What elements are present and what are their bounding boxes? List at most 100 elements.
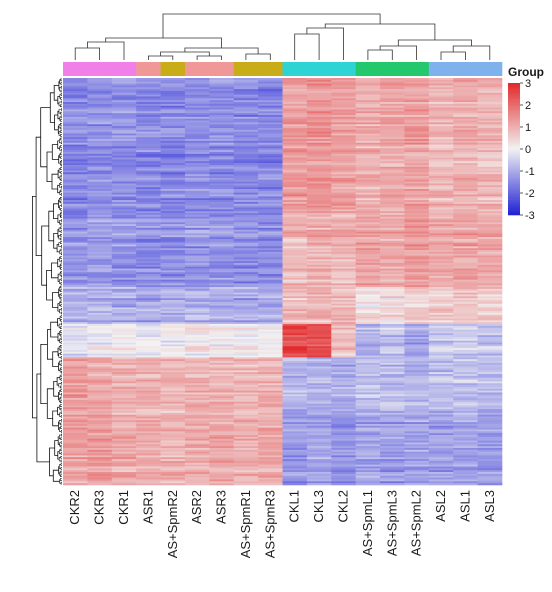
heatmap-cell (136, 337, 161, 340)
heatmap-cell (184, 394, 210, 397)
heatmap-cell (233, 103, 259, 107)
heatmap-cell (184, 431, 210, 434)
heatmap-cell (282, 213, 308, 216)
heatmap-cell (184, 185, 210, 188)
heatmap-cell (258, 122, 283, 125)
heatmap-cell (258, 89, 283, 92)
heatmap-cell (111, 425, 137, 428)
heatmap-cell (136, 133, 161, 136)
heatmap-cell (184, 370, 210, 373)
heatmap-cell (87, 342, 113, 345)
legend-color-step (508, 204, 520, 207)
heatmap-cell (306, 157, 332, 160)
heatmap-cell (111, 290, 137, 293)
heatmap-cell (355, 113, 381, 116)
heatmap-cell (453, 431, 478, 434)
heatmap-cell (233, 242, 259, 245)
heatmap-cell (233, 440, 259, 443)
heatmap-cell (184, 333, 210, 336)
heatmap-cell (477, 403, 503, 406)
heatmap-cell (331, 312, 356, 316)
column-label: ASR2 (189, 490, 204, 524)
heatmap-cell (136, 157, 161, 160)
heatmap-cell (87, 251, 113, 255)
heatmap-cell (209, 287, 235, 290)
heatmap-cell (331, 170, 356, 173)
heatmap-cell (428, 353, 454, 356)
heatmap-cell (355, 362, 381, 366)
row-dendrogram-link (60, 89, 62, 93)
heatmap-cell (184, 351, 210, 354)
heatmap-cell (355, 233, 381, 236)
heatmap-cell (136, 351, 161, 354)
heatmap-cell (477, 244, 503, 247)
heatmap-cell (331, 100, 356, 103)
heatmap-cell (282, 98, 308, 101)
heatmap-cell (136, 166, 161, 169)
row-dendrogram-link (60, 111, 62, 115)
heatmap-cell (331, 190, 356, 193)
heatmap-cell (136, 105, 161, 108)
heatmap-cell (477, 405, 503, 408)
heatmap-cell (282, 298, 308, 301)
heatmap-cell (404, 390, 430, 393)
heatmap-cell (306, 146, 332, 149)
heatmap-cell (136, 300, 161, 303)
heatmap-cell (477, 342, 503, 345)
heatmap-cell (136, 449, 161, 452)
heatmap-cell (258, 448, 283, 451)
heatmap-cell (233, 140, 259, 144)
heatmap-cell (233, 307, 259, 310)
heatmap-cell (306, 268, 332, 271)
heatmap-cell (136, 79, 161, 82)
heatmap-cell (209, 301, 235, 304)
heatmap-cell (136, 303, 161, 306)
heatmap-cell (233, 129, 259, 132)
heatmap-cell (355, 366, 381, 369)
heatmap-cell (184, 89, 210, 92)
heatmap-cell (477, 327, 503, 330)
heatmap-cell (233, 311, 259, 314)
heatmap-cell (380, 98, 405, 101)
heatmap-cell (404, 351, 430, 354)
heatmap-cell (404, 142, 430, 145)
heatmap-cell (306, 153, 332, 156)
heatmap-cell (453, 187, 478, 190)
heatmap-cell (258, 449, 283, 452)
heatmap-cell (404, 107, 430, 110)
heatmap-cell (233, 370, 259, 373)
heatmap-cell (160, 144, 186, 147)
heatmap-cell (111, 161, 137, 164)
heatmap-cell (428, 157, 454, 160)
heatmap-cell (355, 322, 381, 325)
heatmap-cell (331, 381, 356, 384)
heatmap-cell (209, 448, 235, 451)
heatmap-cell (160, 468, 186, 471)
heatmap-cell (136, 433, 161, 436)
row-dendrogram-link (61, 108, 62, 111)
heatmap-cell (87, 166, 113, 169)
heatmap-cell (209, 246, 235, 249)
heatmap-cell (209, 449, 235, 452)
row-dendrogram-link (60, 452, 62, 455)
heatmap-cell (282, 407, 308, 410)
heatmap-cell (355, 407, 381, 410)
heatmap-cell (184, 383, 210, 386)
heatmap-cell (87, 479, 113, 482)
heatmap-cell (453, 470, 478, 473)
heatmap-cell (87, 412, 113, 415)
heatmap-cell (380, 396, 405, 399)
heatmap-cell (355, 122, 381, 125)
heatmap-cell (428, 475, 454, 478)
heatmap-cell (453, 152, 478, 155)
heatmap-cell (331, 388, 356, 391)
heatmap-cell (258, 83, 283, 86)
heatmap-cell (136, 209, 161, 212)
heatmap-cell (306, 207, 332, 210)
heatmap-cell (453, 370, 478, 373)
heatmap-cell (380, 475, 405, 478)
heatmap-cell (184, 288, 210, 292)
heatmap-cell (453, 222, 478, 225)
heatmap-cell (258, 146, 283, 149)
heatmap-cell (258, 201, 283, 205)
